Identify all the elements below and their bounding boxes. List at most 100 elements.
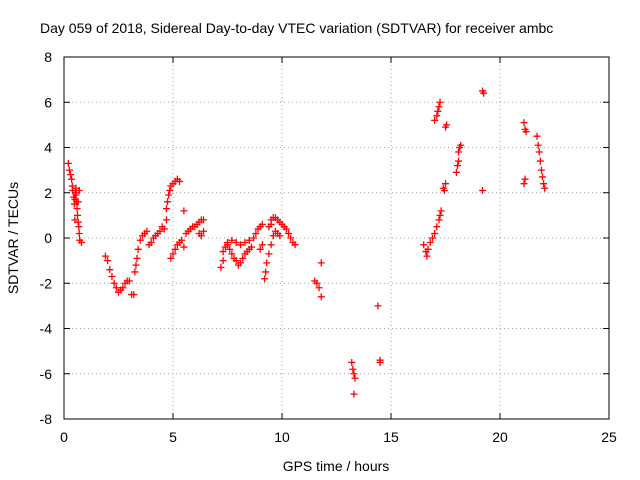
data-point [101,252,109,260]
data-point [349,365,357,373]
data-point [75,229,83,237]
data-point [435,103,443,111]
data-point [74,211,82,219]
y-axis-label: SDTVAR / TECUs [5,182,21,294]
data-point [252,229,260,237]
data-point [200,216,208,224]
data-point [77,239,85,247]
data-point [68,175,76,183]
y-tick-label: 6 [44,94,52,110]
data-point [176,177,184,185]
data-point [232,257,240,265]
data-point [258,220,266,228]
plot-area-frame [63,56,610,420]
data-point [160,225,168,233]
data-point [112,284,120,292]
data-point [197,232,205,240]
data-point [479,186,487,194]
data-point [453,162,461,170]
data-point [313,279,321,287]
data-point [521,175,529,183]
data-point [457,141,465,149]
data-point [245,236,253,244]
data-point [433,223,441,231]
data-point [106,266,114,274]
data-point [287,234,295,242]
data-point [265,250,273,258]
data-point [436,98,444,106]
data-point [232,239,240,247]
data-point [261,275,269,283]
data-point [258,241,266,249]
data-point [317,293,325,301]
y-tick-label: -6 [40,366,53,382]
data-point [533,132,541,140]
data-point [108,272,116,280]
data-point [443,121,451,129]
data-point [291,241,299,249]
data-point [540,180,548,188]
data-point [426,239,434,247]
x-tick-label: 20 [492,429,508,445]
data-point [376,358,384,366]
grid [64,57,609,419]
data-point [452,168,460,176]
chart-title: Day 059 of 2018, Sidereal Day-to-day VTE… [40,20,553,36]
data-point [226,245,234,253]
data-point [75,223,83,231]
data-point [256,245,264,253]
y-tick-label: 0 [44,230,52,246]
x-tick-label: 25 [601,429,617,445]
data-point [434,107,442,115]
data-point [156,227,164,235]
data-point [167,254,175,262]
data-point [267,220,275,228]
data-point [73,205,81,213]
data-point [455,157,463,165]
x-tick-label: 5 [169,429,177,445]
y-tick-label: -4 [40,321,53,337]
data-point [241,239,249,247]
data-points [64,87,549,398]
data-point [162,205,170,213]
data-point [442,180,449,188]
data-point [228,236,236,244]
y-tick-label: -2 [40,275,53,291]
data-point [166,186,174,194]
data-point [217,263,225,271]
data-point [276,232,284,240]
data-point [455,148,463,156]
x-tick-label: 10 [274,429,290,445]
data-point [64,159,72,167]
data-point [536,157,544,165]
data-point [522,128,530,136]
data-point [131,268,139,276]
data-point [165,191,173,199]
data-point [200,227,208,235]
data-point [263,259,271,267]
data-point [480,89,488,97]
data-point [180,207,188,215]
data-point [71,216,79,224]
data-point [143,227,151,235]
data-point [171,245,179,253]
data-point [436,211,444,219]
data-point [423,252,431,260]
data-point [420,241,428,249]
data-point [348,358,356,366]
data-point [431,229,439,237]
data-point [132,261,140,269]
data-point [282,225,290,233]
data-point [72,191,80,199]
data-point [130,291,138,299]
data-point [350,370,358,378]
y-tick-label: 2 [44,185,52,201]
data-point [520,119,528,127]
data-point [317,259,325,267]
data-point [219,248,227,256]
data-point [125,277,133,285]
data-point [262,268,270,276]
data-point [74,198,82,206]
data-point [267,241,275,249]
y-tick-label: 8 [44,49,52,65]
